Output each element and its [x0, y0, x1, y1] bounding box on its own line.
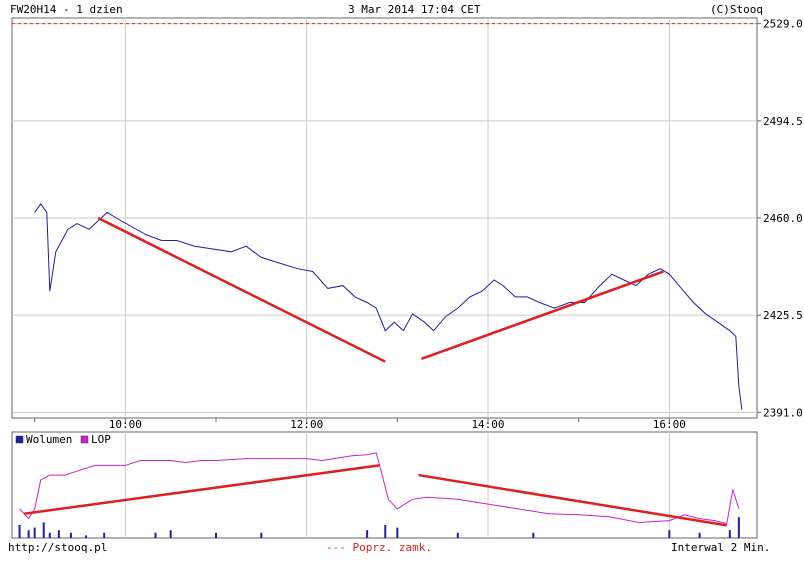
x-tick-label: 16:00 [653, 418, 686, 431]
footer-prev-close: --- Poprz. zamk. [326, 541, 432, 554]
volume-bar [169, 530, 172, 538]
chart-symbol-title: FW20H14 - 1 dzien [10, 3, 123, 16]
volume-bar [456, 532, 459, 538]
price-trend-line [97, 216, 386, 363]
legend-swatch [15, 435, 24, 444]
x-tick-label: 10:00 [109, 418, 142, 431]
volume-bar [18, 525, 21, 538]
footer-url[interactable]: http://stooq.pl [8, 541, 108, 554]
price-series-line [34, 203, 743, 410]
lop-series-line [19, 452, 740, 525]
volume-bar [260, 532, 263, 538]
volume-bar [42, 522, 45, 538]
volume-bar [698, 532, 701, 538]
volume-bar [27, 530, 30, 538]
y-tick-label: 2391.0 [763, 406, 803, 419]
volume-bar [69, 532, 72, 538]
chart-datetime: 3 Mar 2014 17:04 CET [348, 3, 481, 16]
legend-label: LOP [91, 433, 111, 446]
y-tick-label: 2494.5 [763, 115, 803, 128]
x-tick-label: 14:00 [471, 418, 504, 431]
legend-label: Wolumen [26, 433, 72, 446]
volume-bar [366, 530, 369, 538]
volume-bar [48, 532, 51, 538]
x-tick-label: 12:00 [290, 418, 323, 431]
volume-trend-line [23, 464, 380, 516]
volume-bar [154, 532, 157, 538]
volume-trend-line [418, 473, 727, 527]
y-tick-label: 2425.5 [763, 309, 803, 322]
footer-interval: Interwal 2 Min. [671, 541, 771, 554]
y-tick-label: 2460.0 [763, 212, 803, 225]
volume-bar [33, 527, 36, 538]
volume-bar [384, 525, 387, 538]
volume-bar [103, 532, 106, 538]
volume-bar [57, 530, 60, 538]
legend-swatch [80, 435, 89, 444]
volume-bar [215, 532, 218, 538]
chart-copyright: (C)Stooq [710, 3, 763, 16]
volume-bar [728, 530, 731, 538]
price-trend-line [421, 270, 664, 361]
volume-bar [85, 535, 88, 538]
volume-bar [668, 530, 671, 538]
y-tick-label: 2529.0 [763, 18, 803, 31]
volume-bar [532, 532, 535, 538]
volume-bar [737, 517, 740, 538]
volume-bar [396, 527, 399, 538]
